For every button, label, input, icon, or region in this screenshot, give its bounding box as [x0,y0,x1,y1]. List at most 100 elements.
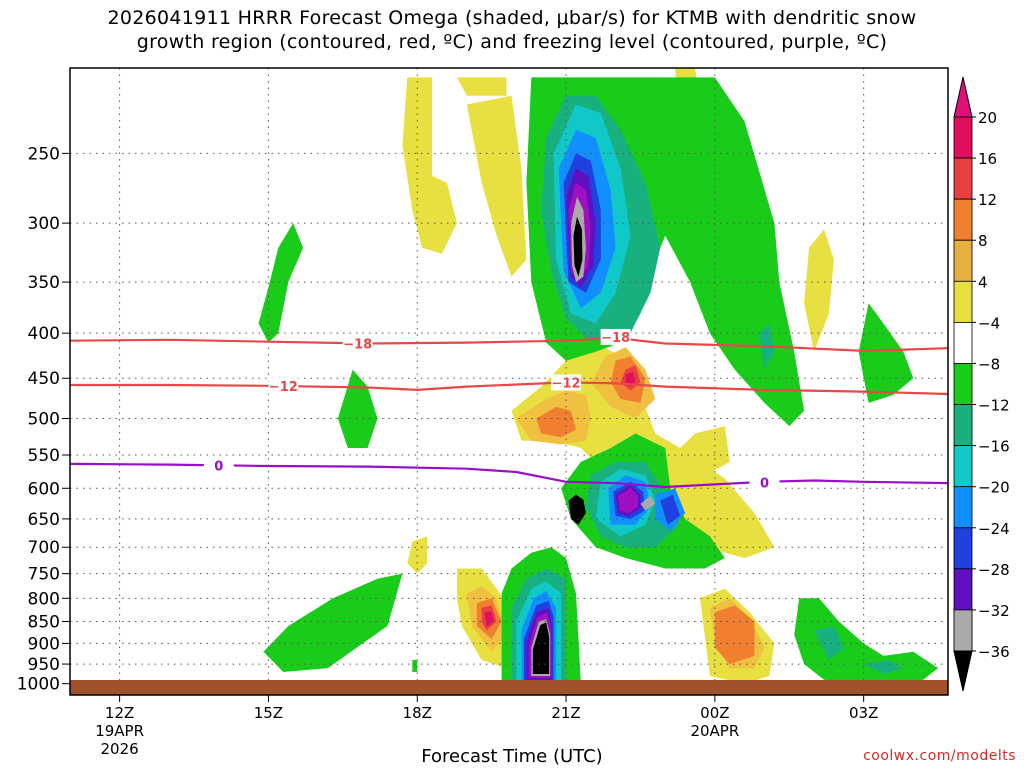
colorbar-label-12: −32 [978,602,1010,620]
omega-region-21 [625,372,636,387]
x-tick-label-03Z: 03Z [849,704,878,722]
dgz-minus18-label-1: −18 [601,331,630,346]
colorbar-top-arrow [953,76,973,118]
colorbar-label-0: 20 [978,109,997,127]
x-axis-title: Forecast Time (UTC) [421,746,603,767]
colorbar-label-11: −28 [978,561,1010,579]
y-tick-label-350: 350 [28,273,60,293]
x-tick-label-21Z: 21Z [551,704,580,722]
colorbar-bottom-arrow [953,650,973,692]
colorbar-label-8: −16 [978,438,1010,456]
colorbar-label-6: −8 [978,355,1000,373]
chart-title-line1: 2026041911 HRRR Forecast Omega (shaded, … [107,7,917,29]
dgz-minus18-label-bg-0 [342,335,373,352]
y-tick-label-400: 400 [28,324,60,344]
colorbar-swatch-9 [953,486,973,529]
omega-region-2 [456,77,507,96]
dgz-minus12-line [70,381,949,396]
omega-region-22 [484,611,495,627]
omega-region-59 [568,494,586,525]
colorbar-label-2: 12 [978,191,997,209]
freezing-level-0-label-1: 0 [760,476,769,491]
omega-region-47 [660,494,681,525]
dgz-minus18-label-bg-1 [600,328,631,345]
omega-region-0 [402,77,457,254]
plot-frame [69,67,949,696]
colorbar-label-13: −36 [978,643,1010,661]
omega-region-24 [258,223,304,343]
y-tick-label-600: 600 [28,479,60,499]
colorbar-label-7: −12 [978,397,1010,415]
colorbar-swatch-5 [953,321,973,364]
dgz-minus18-line [69,336,949,353]
omega-region-18 [714,605,755,665]
x-tick-label-00Z: 00Z [700,704,729,722]
omega-shading [258,68,939,684]
colorbar-swatch-3 [953,239,973,282]
colorbar-swatch-6 [953,363,973,405]
omega-region-30 [794,598,939,684]
omega-region-37 [863,660,904,674]
y-tick-label-950: 950 [28,655,60,675]
omega-region-53 [618,488,638,513]
y-tick-label-900: 900 [28,634,60,654]
dgz-minus18-label-0: −18 [343,338,372,353]
omega-region-31 [858,303,914,403]
y-tick-label-1000: 1000 [17,675,60,695]
omega-region-60 [532,622,550,674]
freezing-level-0-label-0: 0 [214,459,223,474]
colorbar-swatch-11 [953,568,973,611]
colorbar-swatch-1 [953,157,973,200]
colorbar-label-4: 4 [978,273,988,291]
colorbar-swatch-8 [953,445,973,488]
colorbar-swatch-10 [953,527,973,570]
y-tick-label-250: 250 [28,144,60,164]
y-tick-label-650: 650 [28,510,60,530]
y-tick-label-800: 800 [28,589,60,609]
credit-text: coolwx.com/modelts [863,748,1016,764]
y-tick-label-750: 750 [28,565,60,585]
freezing-level-0-line [69,462,949,489]
y-tick-label-500: 500 [28,410,60,430]
contour-lines: −18 −18 −12 −12 0 0 [69,328,949,491]
omega-region-4 [804,229,834,352]
ground-strip [70,680,948,695]
omega-region-57 [640,495,656,511]
colorbar-label-1: 16 [978,150,997,168]
colorbar-swatch-last [953,609,973,652]
x-tick-date-12Z: 19APR [95,722,144,740]
omega-region-25 [337,369,378,448]
omega-region-23 [263,573,403,672]
dgz-minus12-label-1: −12 [552,376,581,391]
grid-lines [70,68,948,685]
y-tick-label-850: 850 [28,613,60,633]
omega-region-15 [536,406,576,438]
chart-title-line2: growth region (contoured, red, ºC) and f… [136,31,888,53]
dgz-minus12-label-0: −12 [269,380,298,395]
chart-title: 2026041911 HRRR Forecast Omega (shaded, … [0,6,1024,54]
colorbar-label-9: −20 [978,479,1010,497]
omega-region-1 [466,95,527,277]
omega-region-6 [407,536,428,574]
freezing-level-0-label-bg-1 [749,474,780,491]
y-tick-label-300: 300 [28,214,60,234]
x-tick-year-12Z: 2026 [101,740,139,758]
colorbar-swatch-2 [953,198,973,241]
omega-region-26 [412,660,418,672]
colorbar-label-3: 8 [978,232,988,250]
omega-region-36 [814,626,844,660]
x-tick-label-12Z: 12Z [105,704,134,722]
y-axis: 2503003504004505005506006507007508008509… [17,144,70,695]
omega-region-58 [573,216,583,277]
y-tick-label-450: 450 [28,369,60,389]
y-tick-label-700: 700 [28,538,60,558]
freezing-level-0-label-bg-0 [203,457,234,474]
colorbar-label-5: −4 [978,314,1000,332]
y-tick-label-550: 550 [28,446,60,466]
dgz-minus12-label-bg-1 [551,374,582,391]
colorbar-swatch-4 [953,280,973,323]
x-tick-label-18Z: 18Z [403,704,432,722]
x-tick-date-00Z: 20APR [690,722,739,740]
colorbar-swatch-0 [953,116,973,159]
